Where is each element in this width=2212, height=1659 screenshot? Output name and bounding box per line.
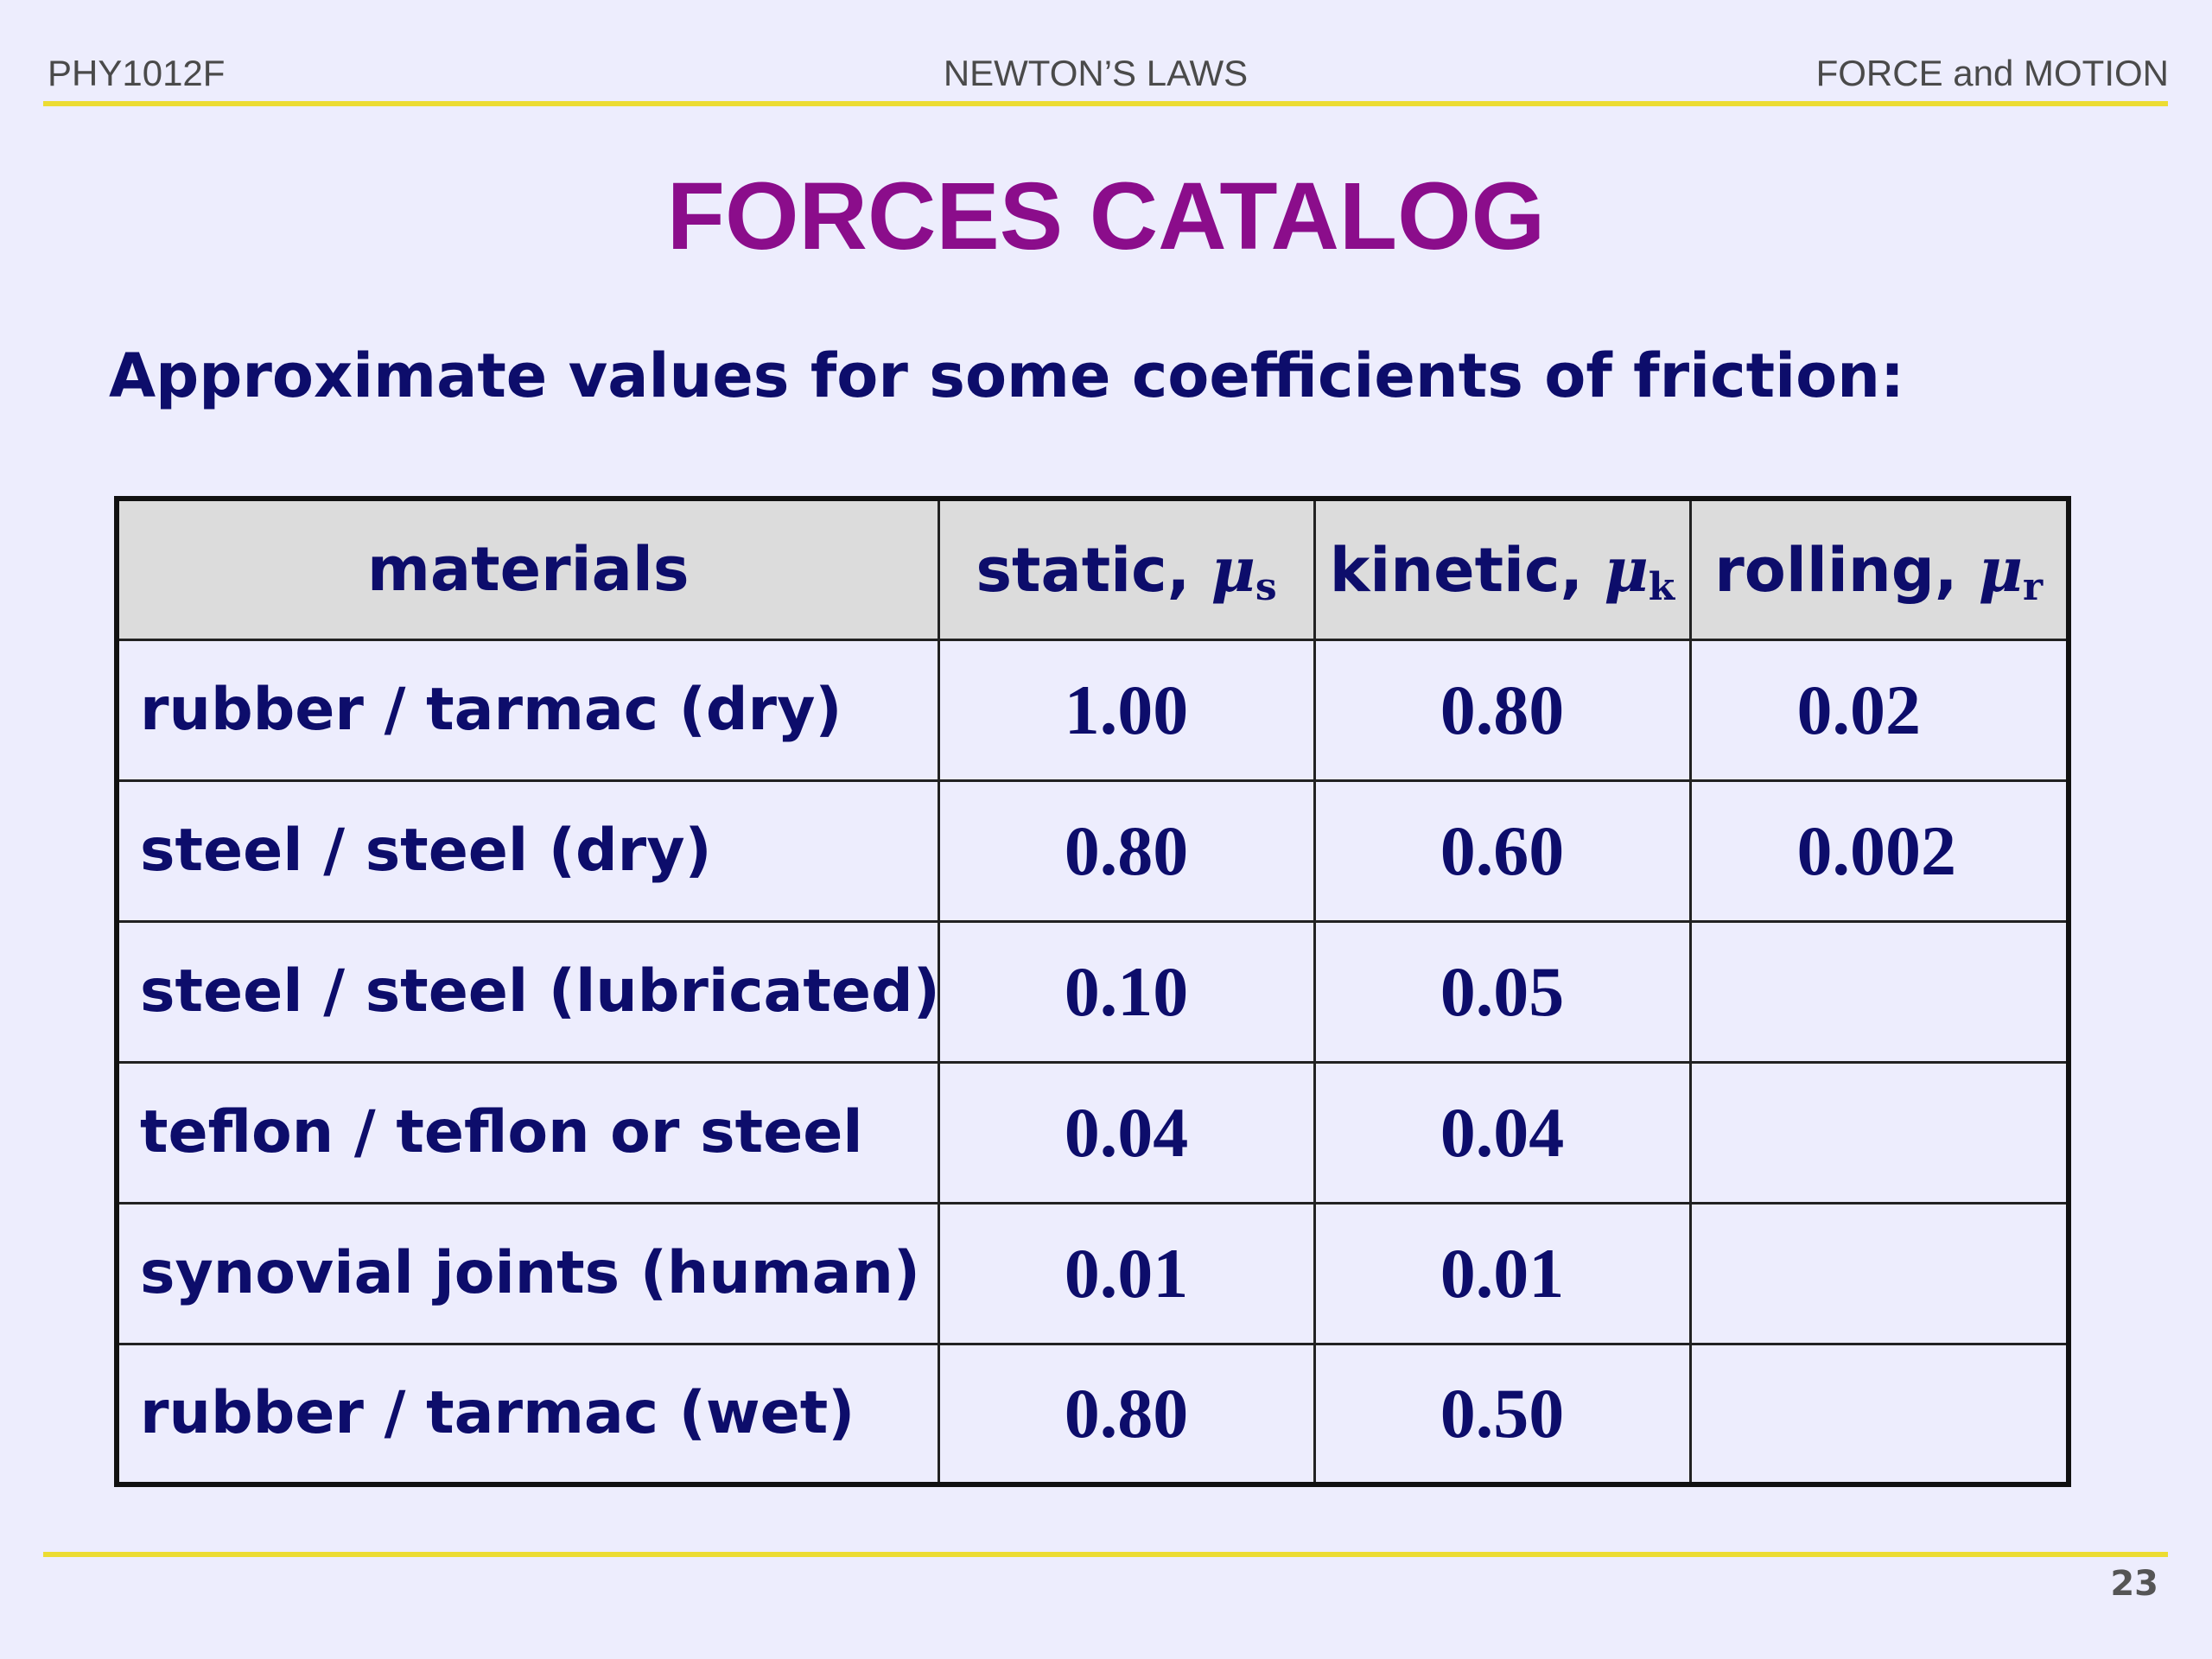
table-row: rubber / tarmac (dry) 1.00 0.80 0.02 bbox=[115, 638, 2070, 782]
mu-glyph: μ bbox=[1978, 533, 2024, 606]
static-cell: 1.00 bbox=[937, 638, 1316, 782]
material-cell: synovial joints (human) bbox=[115, 1201, 940, 1345]
mu-glyph: μ bbox=[1211, 533, 1255, 606]
section-title: NEWTON’S LAWS bbox=[943, 53, 1249, 93]
topic-title: FORCE and MOTION bbox=[1815, 53, 2169, 93]
page-number: 23 bbox=[2110, 1564, 2158, 1604]
course-code: PHY1012F bbox=[48, 53, 226, 93]
kinetic-cell: 0.80 bbox=[1313, 638, 1692, 782]
table-row: teflon / teflon or steel 0.04 0.04 bbox=[115, 1060, 2070, 1205]
slide-subtitle: Approximate values for some coefficients… bbox=[109, 340, 1904, 411]
rolling-cell bbox=[1688, 1342, 2070, 1486]
bottom-divider bbox=[43, 1552, 2168, 1557]
column-header-label: materials bbox=[366, 534, 690, 606]
column-header-label: rolling, bbox=[1714, 534, 1979, 606]
mu-subscript: s bbox=[1255, 564, 1277, 609]
material-cell: steel / steel (dry) bbox=[115, 779, 940, 923]
slide-title: FORCES CATALOG bbox=[666, 163, 1546, 270]
kinetic-cell: 0.50 bbox=[1313, 1342, 1692, 1486]
column-header-kinetic: kinetic, μk bbox=[1313, 497, 1692, 641]
table-row: synovial joints (human) 0.01 0.01 bbox=[115, 1201, 2070, 1345]
static-cell: 0.80 bbox=[937, 779, 1316, 923]
material-cell: steel / steel (lubricated) bbox=[115, 919, 940, 1064]
top-divider bbox=[43, 101, 2168, 106]
kinetic-cell: 0.60 bbox=[1313, 779, 1692, 923]
mu-subscript: r bbox=[2023, 564, 2044, 609]
mu-symbol: μk bbox=[1604, 533, 1675, 609]
table-header-row: materials static, μs kinetic, μk rolling… bbox=[115, 497, 2070, 641]
column-header-rolling: rolling, μr bbox=[1688, 497, 2070, 641]
table-row: steel / steel (lubricated) 0.10 0.05 bbox=[115, 919, 2070, 1064]
material-cell: rubber / tarmac (wet) bbox=[115, 1342, 940, 1486]
material-cell: teflon / teflon or steel bbox=[115, 1060, 940, 1205]
column-header-static: static, μs bbox=[937, 497, 1316, 641]
table-row: rubber / tarmac (wet) 0.80 0.50 bbox=[115, 1342, 2070, 1486]
mu-symbol: μs bbox=[1211, 533, 1277, 609]
table-row: steel / steel (dry) 0.80 0.60 0.002 bbox=[115, 779, 2070, 923]
rolling-cell bbox=[1688, 919, 2070, 1064]
mu-symbol: μr bbox=[1978, 533, 2044, 609]
static-cell: 0.80 bbox=[937, 1342, 1316, 1486]
column-header-label: static, bbox=[976, 534, 1211, 606]
column-header-materials: materials bbox=[115, 497, 940, 641]
kinetic-cell: 0.04 bbox=[1313, 1060, 1692, 1205]
column-header-label: kinetic, bbox=[1329, 534, 1605, 606]
static-cell: 0.04 bbox=[937, 1060, 1316, 1205]
friction-table: materials static, μs kinetic, μk rolling… bbox=[114, 496, 2071, 1487]
rolling-cell bbox=[1688, 1201, 2070, 1345]
mu-subscript: k bbox=[1648, 564, 1675, 609]
rolling-cell: 0.002 bbox=[1688, 779, 2070, 923]
kinetic-cell: 0.05 bbox=[1313, 919, 1692, 1064]
kinetic-cell: 0.01 bbox=[1313, 1201, 1692, 1345]
mu-glyph: μ bbox=[1604, 533, 1649, 606]
rolling-cell bbox=[1688, 1060, 2070, 1205]
rolling-cell: 0.02 bbox=[1688, 638, 2070, 782]
static-cell: 0.10 bbox=[937, 919, 1316, 1064]
static-cell: 0.01 bbox=[937, 1201, 1316, 1345]
material-cell: rubber / tarmac (dry) bbox=[115, 638, 940, 782]
